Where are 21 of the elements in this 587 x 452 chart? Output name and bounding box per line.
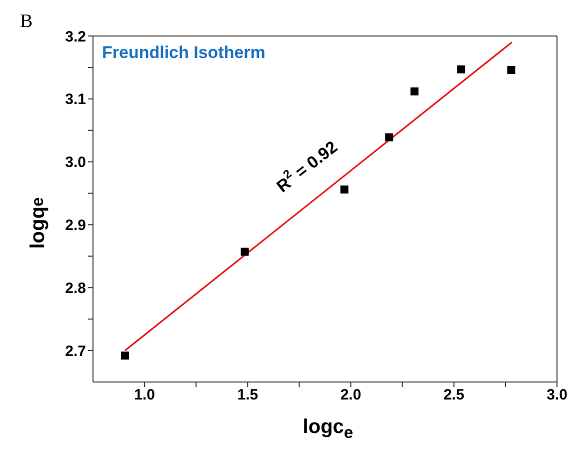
point: [457, 65, 466, 74]
y-tick-label: 2.8: [65, 280, 86, 297]
x-tick-label: 3.0: [546, 386, 568, 404]
chart-title: Freundlich Isotherm: [102, 43, 266, 63]
point: [410, 87, 418, 96]
point: [340, 186, 348, 194]
x-tick-label: 2.5: [443, 386, 464, 404]
y-tick-label: 3.2: [65, 28, 86, 46]
y-tick-label: 2.9: [65, 217, 86, 234]
y-tick-label: 3.1: [65, 91, 86, 108]
point: [385, 133, 394, 142]
y-tick-label: 2.7: [65, 342, 86, 360]
point: [120, 352, 129, 360]
y-tick-label: 3.0: [65, 154, 86, 172]
text: B: [20, 11, 33, 33]
point: [240, 248, 249, 256]
x-tick-label: 1.0: [134, 386, 155, 404]
x-tick-label: 1.5: [237, 386, 258, 404]
point: [507, 66, 516, 74]
x-tick-label: 2.0: [340, 386, 362, 404]
x-axis-title: logc$_{e}$: [302, 416, 354, 442]
